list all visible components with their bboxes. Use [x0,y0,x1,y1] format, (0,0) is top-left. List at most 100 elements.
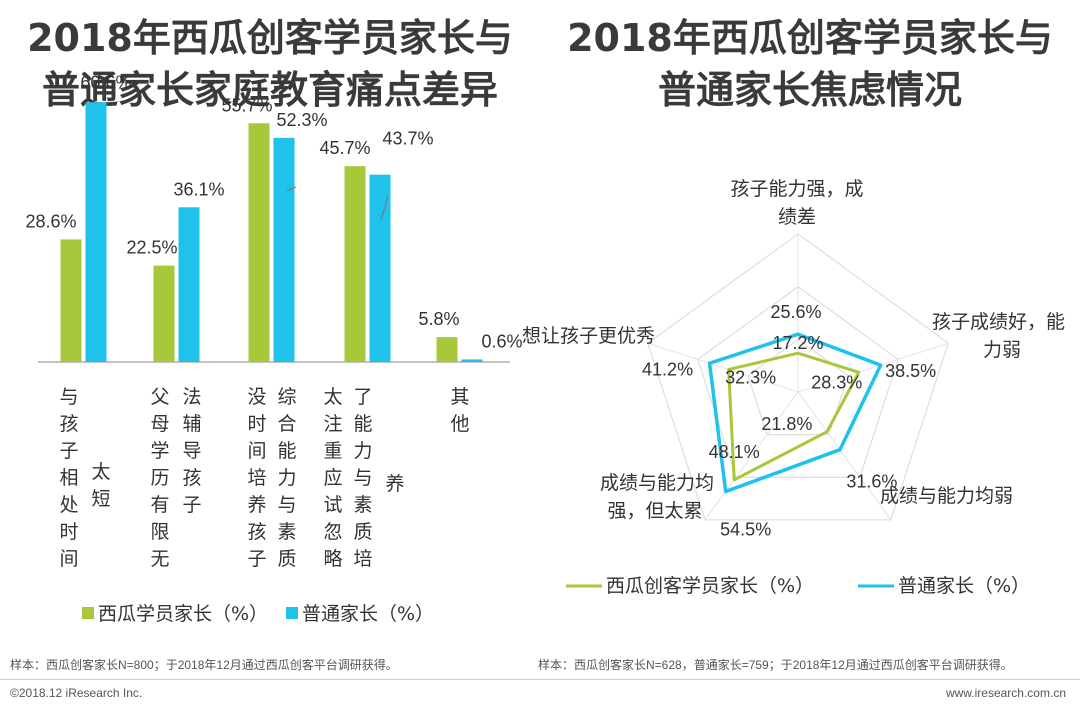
bar-label-ordinary-0: 60.6% [80,72,131,92]
legend-swatch-ordinary [286,607,298,619]
category-label-0-char: 太 [91,461,110,483]
footer-copyright: ©2018.12 iResearch Inc. [10,686,143,700]
category-label-3-char: 忽 [323,521,342,543]
category-label-1-char: 孩 [182,467,201,489]
bar-xigua-2 [248,123,270,363]
radar-grid-ring-1 [747,338,849,436]
footer-website: www.iresearch.com.cn [945,686,1066,700]
category-label-0-char: 时 [59,521,78,543]
radar-label-xigua-0: 17.2% [772,333,823,353]
radar-chart: 17.2% 28.3% 21.8%48.1% 32.3% 25.6% 38.5% 31.6%… [522,178,1065,597]
bar-ordinary-4 [461,359,483,362]
radar-label-ordinary-1: 38.5% [885,361,936,381]
radar-series-xigua [727,351,861,482]
category-label-3-char: 能 [353,413,372,435]
category-label-2-char: 质 [277,548,296,570]
left-title-line-2: 普通家长家庭教育痛点差异 [41,68,498,112]
radar-axis-label-1: 力弱 [983,339,1021,361]
radar-label-xigua-1: 28.3% [811,372,862,392]
radar-axis-label-0: 绩差 [778,206,816,228]
bar-label-xigua-3: 45.7% [319,138,370,158]
leader-line-1 [286,186,297,192]
legend-swatch-xigua [82,607,94,619]
category-label-1-char: 法 [182,386,201,408]
category-label-1-char: 历 [150,467,169,489]
radar-axis-label-2: 成绩与能力均弱 [880,485,1013,507]
category-label-3-char: 质 [353,521,372,543]
category-label-2-char: 力 [277,467,296,489]
right-title-line-1: 2018年西瓜创客学员家长与 [567,16,1053,60]
radar-axis-label-1: 孩子成绩好，能 [932,311,1065,333]
radar-label-xigua-4: 32.3% [725,367,776,387]
radar-spoke-3 [704,391,799,521]
category-label-1-char: 限 [150,521,169,543]
bar-label-xigua-1: 22.5% [126,238,177,258]
category-label-0-char: 处 [59,494,78,516]
bar-ordinary-1 [178,207,200,362]
radar-axis-label-3: 成绩与能力均 [600,472,714,494]
category-label-3-char: 重 [323,440,342,462]
radar-label-ordinary-3: 54.5% [720,520,771,540]
category-label-3-char: 太 [323,386,342,408]
radar-spoke-4 [647,342,799,393]
category-label-0-char: 短 [91,488,110,510]
bar-label-ordinary-2: 52.3% [276,110,327,130]
category-label-3-char: 了 [353,386,372,408]
bar-chart: 28.6% 22.5% 55.7% 45.7% 5.8% 60.6% 36.1% 52.3% 4… [25,72,522,625]
category-label-0-char: 孩 [59,413,78,435]
category-label-2-char: 合 [277,413,296,435]
category-label-1-char: 无 [150,548,169,570]
left-sample-note: 样本：西瓜创客家长N=800；于2018年12月通过西瓜创客平台调研获得。 [10,658,398,672]
bar-label-xigua-4: 5.8% [418,309,459,329]
legend-label-ordinary: 普通家长（%） [302,603,434,625]
category-label-3-char: 力 [353,440,372,462]
bar-ordinary-0 [85,102,107,363]
radar-axis-label-4: 想让孩子更优秀 [522,325,655,347]
category-label-1-char: 子 [182,494,201,516]
legend-label-xigua-radar: 西瓜创客学员家长（%） [606,575,814,597]
category-label-4-char: 其 [450,386,469,408]
category-label-2-char: 没 [247,386,266,408]
radar-spoke-2 [797,391,892,521]
radar-label-xigua-2: 21.8% [761,414,812,434]
category-label-2-char: 素 [277,521,296,543]
bar-ordinary-2 [273,137,295,362]
bar-label-ordinary-3: 43.7% [382,129,433,149]
footer-divider [0,679,1080,680]
category-label-3-char: 养 [385,473,404,495]
category-label-0-char: 与 [59,386,78,408]
radar-label-ordinary-4: 41.2% [642,359,693,379]
left-chart-title: 2018年西瓜创客学员家长与 普通家长家庭教育痛点差异 [0,12,540,116]
category-label-2-char: 能 [277,440,296,462]
category-label-2-char: 时 [247,413,266,435]
category-label-1-char: 有 [150,494,169,516]
bar-xigua-3 [344,166,366,362]
category-label-0-char: 子 [59,440,78,462]
right-sample-note: 样本：西瓜创客家长N=628，普通家长=759；于2018年12月通过西瓜创客平… [538,658,1013,672]
category-label-4-char: 他 [450,413,469,435]
category-label-1-char: 父 [150,386,169,408]
radar-spoke-1 [797,342,949,393]
right-title-line-2: 普通家长焦虑情况 [657,68,962,112]
legend-label-ordinary-radar: 普通家长（%） [898,575,1030,597]
category-label-2-char: 养 [247,494,266,516]
category-label-3-char: 培 [353,548,372,570]
bar-xigua-0 [60,239,82,362]
bar-label-xigua-2: 55.7% [221,95,272,115]
radar-label-ordinary-2: 31.6% [846,472,897,492]
category-label-0-char: 相 [59,467,78,489]
category-label-1-char: 学 [150,440,169,462]
bar-xigua-1 [153,265,175,362]
category-label-3-char: 略 [323,548,342,570]
bar-label-xigua-0: 28.6% [25,211,76,231]
bar-ordinary-3 [369,174,391,362]
bar-label-ordinary-4: 0.6% [481,331,522,351]
category-label-1-char: 母 [150,413,169,435]
category-label-3-char: 与 [353,467,372,489]
left-title-line-1: 2018年西瓜创客学员家长与 [27,16,513,60]
category-label-2-char: 综 [277,386,296,408]
category-label-0-char: 间 [59,548,78,570]
bar-xigua-4 [436,337,458,362]
category-label-1-char: 辅 [182,413,201,435]
bar-label-ordinary-1: 36.1% [173,179,224,199]
